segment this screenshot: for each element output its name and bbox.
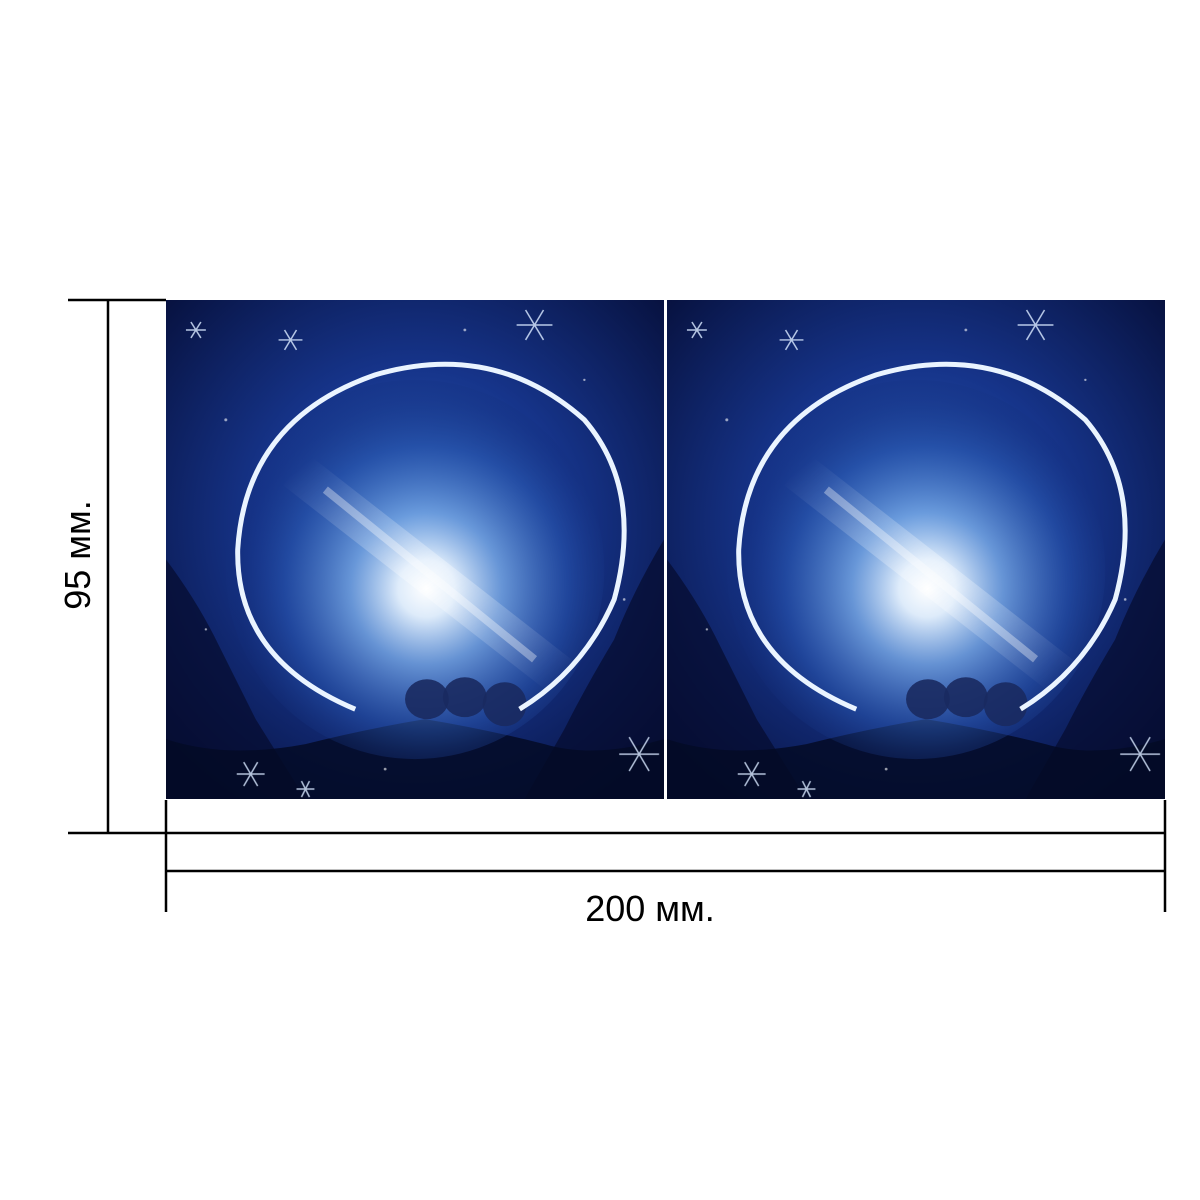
height-dimension-label: 95 мм. xyxy=(57,500,98,610)
artwork-panel-right xyxy=(667,300,1165,799)
frost-circle-art-icon xyxy=(166,300,664,799)
artwork-panel-left xyxy=(166,300,664,799)
width-dimension-label: 200 мм. xyxy=(585,888,715,929)
frost-circle-art-icon xyxy=(667,300,1165,799)
